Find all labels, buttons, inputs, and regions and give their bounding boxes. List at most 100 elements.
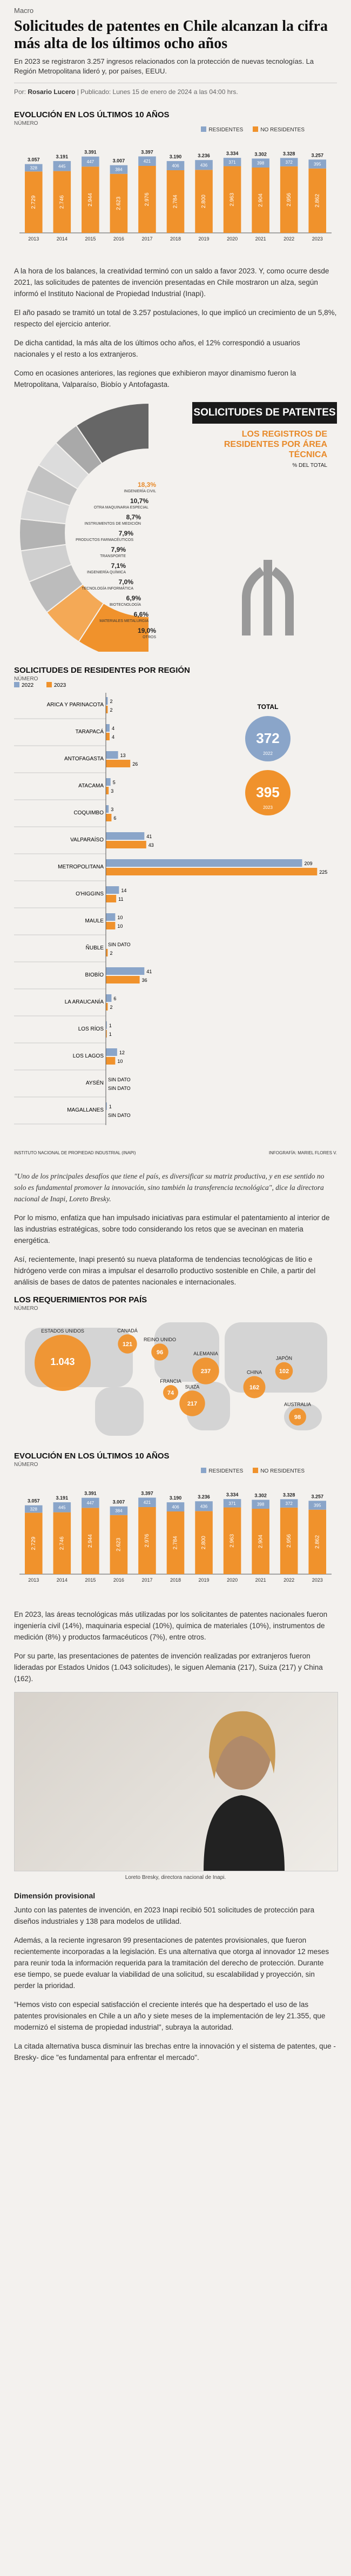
bar-2022 — [106, 724, 110, 732]
tick-label: 2020 — [227, 236, 238, 242]
country-value: 98 — [294, 1414, 301, 1421]
tick-label: 2021 — [255, 1577, 266, 1583]
bar-residentes — [195, 160, 213, 170]
tick-label: 2016 — [113, 1577, 124, 1583]
label-residentes: 372 — [286, 160, 293, 165]
value-2023: 6 — [113, 815, 116, 821]
bar-residentes — [223, 1499, 241, 1508]
slice-label: PRODUCTOS FARMACÉUTICOS — [76, 537, 133, 542]
bar-2023 — [106, 814, 112, 821]
bar-no-residentes — [166, 1511, 185, 1574]
label-no-residentes: 2.862 — [314, 193, 320, 207]
author-link[interactable]: Rosario Lucero — [28, 88, 76, 96]
bar-residentes — [280, 158, 298, 166]
bar-2022 — [106, 832, 145, 840]
label-residentes: 398 — [257, 1502, 265, 1507]
slice-value: 6,6% — [134, 611, 149, 618]
label-residentes: 436 — [200, 163, 208, 168]
publish-date: | Publicado: Lunes 15 de enero de 2024 a… — [77, 88, 238, 96]
country-bubble — [179, 1390, 205, 1416]
chart3-source: INSTITUTO NACIONAL DE PROPIEDAD INDUSTRI… — [14, 1150, 337, 1155]
bar-2022 — [106, 1021, 107, 1029]
region-label: O'HIGGINS — [76, 891, 104, 897]
value-2023: 2 — [110, 707, 112, 713]
value-2023: 1 — [109, 1032, 112, 1037]
label-no-residentes: 2.963 — [230, 1534, 235, 1547]
bar-no-residentes — [195, 170, 213, 233]
paragraph: De dicha cantidad, la más alta de los úl… — [14, 339, 300, 358]
label-no-residentes: 2.746 — [59, 195, 65, 209]
region-label: COQUIMBO — [73, 810, 104, 816]
bar-no-residentes — [252, 168, 269, 233]
region-label: LOS RÍOS — [78, 1025, 104, 1032]
paragraph: El año pasado se tramitó un total de 3.2… — [14, 309, 337, 328]
total-2023: 395 — [256, 784, 279, 800]
bar-2023 — [106, 706, 108, 713]
label-residentes: 371 — [228, 160, 236, 165]
tick-label: 2018 — [170, 236, 181, 242]
slice-label: INGENIERÍA CIVIL — [124, 489, 156, 493]
paragraphs-1: A la hora de los balances, la creativida… — [14, 265, 337, 390]
country-value: 121 — [123, 1341, 132, 1348]
bar-no-residentes — [280, 1507, 298, 1574]
country-value: 217 — [187, 1401, 197, 1407]
bar-no-residentes — [308, 1509, 327, 1574]
region-label: MAGALLANES — [67, 1107, 104, 1113]
slice-label: INGENIERÍA QUÍMICA — [87, 570, 126, 574]
country-label: JAPÓN — [276, 1356, 292, 1361]
label-total: 3.057 — [28, 1498, 40, 1504]
bar-no-residentes — [252, 1509, 269, 1574]
country-value: 1.043 — [50, 1356, 75, 1367]
country-bubble — [35, 1335, 91, 1391]
slice-label: OTRA MAQUINARIA ESPECIAL — [94, 506, 148, 510]
tick-label: 2021 — [255, 236, 266, 242]
value-2023: 10 — [117, 1059, 123, 1064]
label-total: 3.302 — [254, 151, 267, 157]
country-value: 74 — [167, 1390, 174, 1396]
label-residentes: 395 — [314, 162, 321, 167]
chart5-unit: NÚMERO — [14, 1462, 38, 1468]
bar-residentes — [166, 161, 185, 170]
paragraph: En 2023, las áreas tecnológicas más util… — [14, 1610, 328, 1641]
label-residentes: 384 — [115, 168, 123, 172]
label-total: 3.257 — [311, 1494, 323, 1499]
region-label: ÑUBLE — [86, 944, 104, 951]
label-total: 3.057 — [28, 157, 40, 163]
bar-2023 — [106, 733, 110, 740]
legend-no-residentes: NO RESIDENTES — [253, 1468, 305, 1474]
country-label: CANADÁ — [117, 1328, 138, 1333]
paragraph: Como en ocasiones anteriores, las region… — [14, 369, 296, 389]
label-no-residentes: 2.976 — [144, 1534, 150, 1547]
bar-residentes — [308, 1501, 327, 1510]
label-total: 3.007 — [113, 1500, 125, 1505]
country-bubble — [243, 1376, 266, 1399]
label-residentes: 447 — [87, 159, 94, 164]
country-value: 162 — [249, 1384, 259, 1391]
bar-residentes — [24, 164, 43, 172]
bar-2023 — [106, 868, 318, 875]
donut-slice — [75, 402, 150, 465]
bar-2022 — [106, 805, 109, 813]
label-no-residentes: 2.746 — [59, 1536, 65, 1550]
value-2023: 4 — [112, 734, 114, 740]
total-circle-2023 — [245, 770, 291, 815]
bar-2023 — [106, 841, 146, 848]
bar-2022 — [106, 697, 108, 705]
chart4-unit: NÚMERO — [14, 1306, 38, 1312]
region-label: ATACAMA — [78, 783, 104, 789]
region-label: LA ARAUCANÍA — [65, 998, 104, 1005]
article-lead: En 2023 se registraron 3.257 ingresos re… — [14, 57, 314, 75]
bar-residentes — [82, 156, 99, 167]
chart1-title: EVOLUCIÓN EN LOS ÚLTIMOS 10 AÑOS — [14, 110, 170, 119]
chart3-region-bars: 2022 2023 ARICA Y PARINACOTA 2 2 TARAPACÁ 4 4 AN… — [14, 682, 327, 1125]
chart3-title: SOLICITUDES DE RESIDENTES POR REGIÓN — [14, 666, 190, 675]
quote: "Uno de los principales desafíos que tie… — [14, 1172, 325, 1203]
country-bubble — [151, 1343, 168, 1361]
label-total: 3.302 — [254, 1493, 267, 1498]
paragraph: Por lo mismo, enfatiza que han impulsado… — [14, 1214, 330, 1244]
country-label: REINO UNIDO — [144, 1337, 176, 1342]
country-bubble — [118, 1334, 137, 1354]
section-label[interactable]: Macro — [14, 6, 34, 15]
chart2-donut: 18,3%INGENIERÍA CIVIL 10,7%OTRA MAQUINARI… — [19, 402, 294, 652]
label-total: 3.397 — [141, 149, 153, 155]
